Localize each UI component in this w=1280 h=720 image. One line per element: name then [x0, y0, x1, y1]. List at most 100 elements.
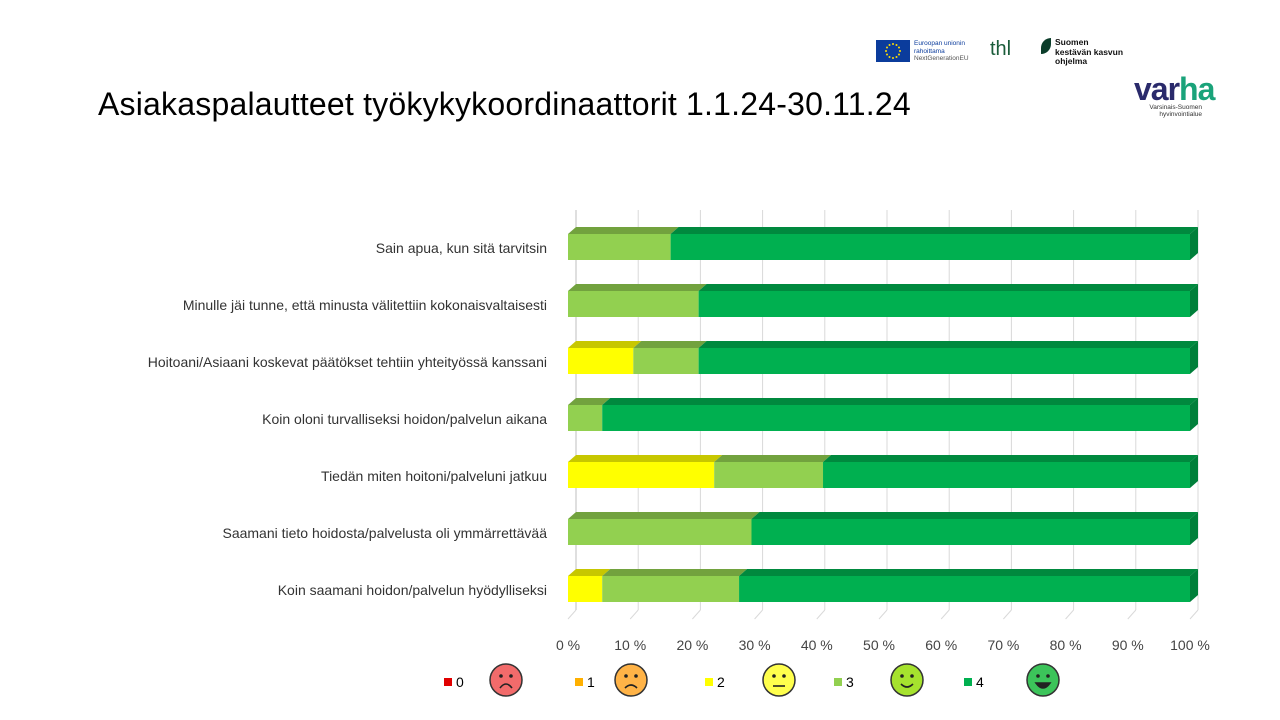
category-label: Koin oloni turvalliseksi hoidon/palvelun… [262, 411, 547, 427]
gridline-floor [567, 609, 577, 620]
face-eye-icon [509, 674, 513, 678]
bar-segment [602, 576, 740, 602]
face-eye-icon [910, 674, 914, 678]
x-tick-label: 30 % [739, 637, 771, 653]
x-tick-label: 40 % [801, 637, 833, 653]
legend-label: 3 [846, 674, 854, 690]
x-tick-label: 90 % [1112, 637, 1144, 653]
bar-top [633, 341, 707, 348]
face-icon [1026, 663, 1060, 697]
face-mouth-icon [624, 684, 638, 689]
face-icon [614, 663, 648, 697]
x-tick-label: 20 % [676, 637, 708, 653]
category-label: Sain apua, kun sitä tarvitsin [376, 240, 547, 256]
skk-text-1: Suomen [1055, 37, 1089, 47]
bar-segment [568, 405, 603, 431]
bar-top [568, 398, 611, 405]
bar-top [602, 398, 1198, 405]
face-eye-icon [499, 674, 503, 678]
page-title: Asiakaspalautteet työkykykoordinaattorit… [98, 86, 911, 122]
x-tick-label: 10 % [614, 637, 646, 653]
bar-segment [602, 405, 1190, 431]
legend-swatch [705, 678, 713, 686]
bar-side [1190, 512, 1198, 545]
bar-top [823, 455, 1198, 462]
bar-top [670, 227, 1198, 234]
bar-top [698, 284, 1198, 291]
face-eye-icon [900, 674, 904, 678]
x-tick-label: 60 % [925, 637, 957, 653]
bar-side [1190, 227, 1198, 260]
bar-side [1190, 398, 1198, 431]
gridline-floor [629, 609, 639, 620]
logo-strip: Euroopan unionin rahoittama NextGenerati… [876, 36, 1256, 126]
bar-segment [823, 462, 1190, 488]
bar-segment [633, 348, 699, 374]
bar-segment [714, 462, 824, 488]
bar-side [1190, 341, 1198, 374]
bar-segment [739, 576, 1190, 602]
bar-top [751, 512, 1198, 519]
category-label: Koin saamani hoidon/palvelun hyödyllisek… [278, 582, 547, 598]
bar-top [568, 455, 723, 462]
bar-top [568, 512, 760, 519]
legend-swatch [834, 678, 842, 686]
bar-side [1190, 455, 1198, 488]
skk-text-2: kestävän kasvun [1055, 46, 1124, 57]
eu-flag-icon [876, 40, 910, 63]
bar-segment [568, 519, 752, 545]
bar-segment [751, 519, 1190, 545]
bar-top [602, 569, 748, 576]
bar-top [568, 569, 611, 576]
face-mouth-icon [1034, 682, 1052, 689]
face-eye-icon [1036, 674, 1040, 678]
eu-text-3: NextGenerationEU [914, 55, 969, 62]
eu-logo: Euroopan unionin rahoittama NextGenerati… [876, 40, 969, 63]
leaf-icon [1041, 38, 1051, 54]
legend-swatch [575, 678, 583, 686]
bar-segment [568, 348, 634, 374]
gridline-floor [878, 609, 888, 620]
face-icon [890, 663, 924, 697]
face-eye-icon [634, 674, 638, 678]
eu-text-2: rahoittama [914, 47, 945, 55]
face-icon [762, 663, 796, 697]
thl-logo: thl [990, 38, 1012, 60]
varha-logo: varha Varsinais-Suomen hyvinvointialue [1134, 71, 1215, 118]
skk-logo: Suomen kestävän kasvun ohjelma [1041, 37, 1124, 67]
face-mouth-icon [900, 683, 914, 688]
category-label: Saamani tieto hoidosta/palvelusta oli ym… [222, 525, 547, 541]
legend-label: 4 [976, 674, 984, 690]
bar-top [698, 341, 1198, 348]
gridline-floor [1003, 609, 1012, 620]
x-tick-label: 80 % [1050, 637, 1082, 653]
legend-swatch [964, 678, 972, 686]
bar-top [568, 341, 642, 348]
legend-label: 0 [456, 674, 464, 690]
gridline-floor [940, 609, 950, 620]
legend-label: 2 [717, 674, 725, 690]
gridline-floor [1189, 609, 1199, 620]
face-mouth-icon [499, 683, 513, 689]
varha-word-a: var [1134, 71, 1180, 107]
bar-segment [568, 576, 603, 602]
category-label: Minulle jäi tunne, että minusta välitett… [183, 297, 547, 313]
category-label: Tiedän miten hoitoni/palveluni jatkuu [321, 468, 547, 484]
legend-label: 1 [587, 674, 595, 690]
bar-segment [698, 348, 1190, 374]
gridline-floor [754, 609, 763, 620]
bar-top [568, 284, 707, 291]
eu-text-1: Euroopan unionin [914, 40, 965, 47]
face-icon [489, 663, 523, 697]
x-tick-label: 0 % [556, 637, 580, 653]
gridline-floor [816, 609, 826, 620]
varha-sub-2: hyvinvointialue [1159, 111, 1202, 118]
face-eye-icon [624, 674, 628, 678]
varha-word-b: ha [1179, 71, 1215, 107]
gridline-floor [692, 609, 701, 620]
face-eye-icon [1046, 674, 1050, 678]
bar-top [714, 455, 832, 462]
x-tick-label: 70 % [987, 637, 1019, 653]
gridline-floor [1127, 609, 1137, 620]
